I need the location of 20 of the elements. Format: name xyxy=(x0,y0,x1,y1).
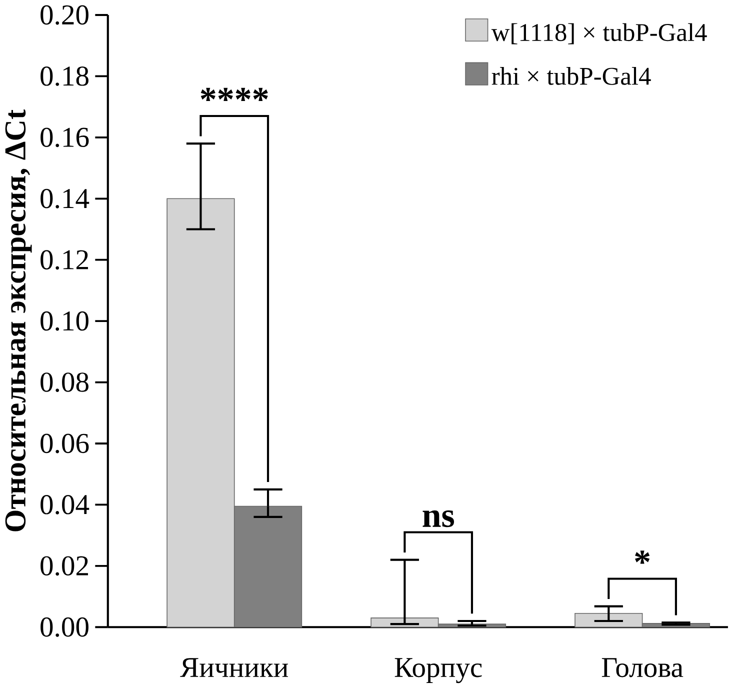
annotation: * xyxy=(635,550,650,564)
x-tick-label: Голова xyxy=(602,658,684,678)
y-tick-label: 0.12 xyxy=(40,250,88,270)
annotation: ns xyxy=(422,510,454,527)
x-tick-label: Яичники xyxy=(180,658,288,677)
y-axis-title: Относительная экспресия, ΔCt xyxy=(5,109,32,532)
y-tick-label: 0.04 xyxy=(40,494,90,514)
y-tick-label: 0.02 xyxy=(40,556,88,576)
y-tick-label: 0.00 xyxy=(40,617,88,637)
x-tick-label: Корпус xyxy=(394,658,482,683)
y-tick-label: 0.08 xyxy=(40,372,88,392)
y-tick-label: 0.16 xyxy=(40,128,89,147)
y-tick-label: 0.06 xyxy=(40,434,89,454)
legend-label: w[1118] × tubP-Gal4 xyxy=(491,22,707,44)
y-tick-label: 0.14 xyxy=(40,188,90,208)
y-tick-label: 0.20 xyxy=(40,5,88,25)
legend-label: rhi × tubP-Gal4 xyxy=(492,66,651,85)
y-tick-label: 0.10 xyxy=(40,311,88,331)
annotation: **** xyxy=(200,88,268,101)
y-tick-label: 0.18 xyxy=(40,66,88,86)
